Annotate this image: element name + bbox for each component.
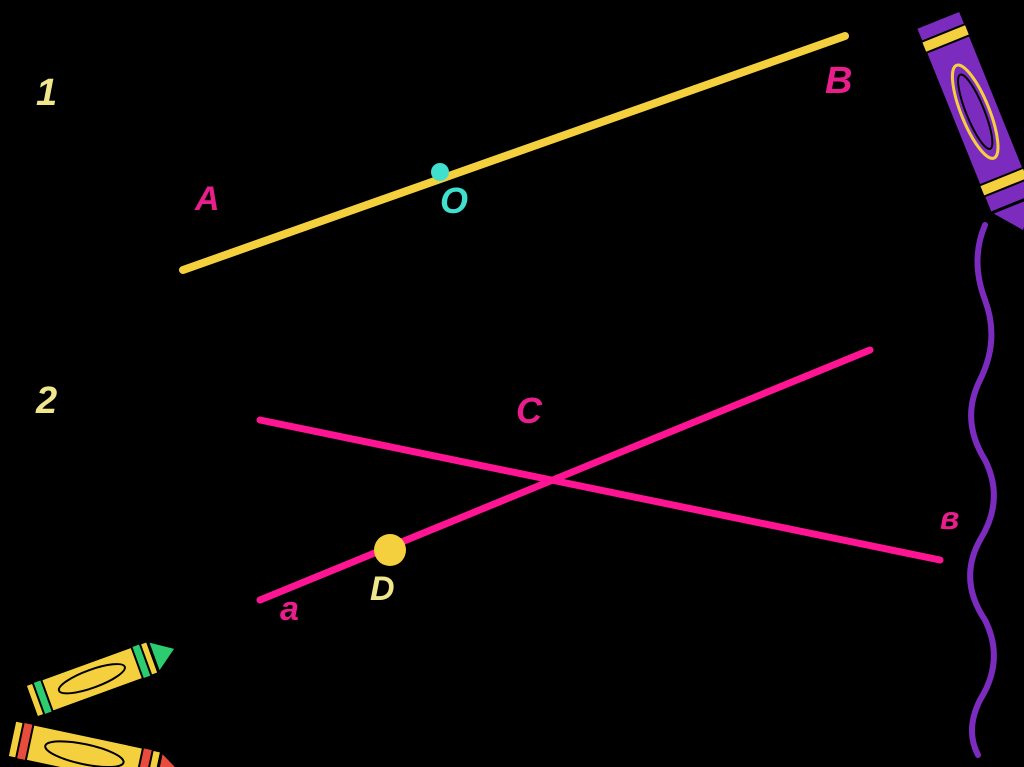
label-a: A bbox=[195, 180, 220, 219]
squiggle-decoration bbox=[970, 225, 994, 755]
label-o: O bbox=[440, 180, 468, 222]
label-b-upper: B bbox=[825, 60, 852, 103]
point-d bbox=[374, 534, 406, 566]
diagram-canvas bbox=[0, 0, 1024, 767]
number-2: 2 bbox=[36, 380, 57, 423]
line-a bbox=[260, 350, 870, 600]
number-1: 1 bbox=[36, 72, 57, 115]
label-c: C bbox=[516, 390, 542, 432]
crayon-top-right bbox=[915, 10, 1024, 241]
line-ab bbox=[183, 36, 845, 270]
crayons-bottom-left bbox=[7, 632, 189, 767]
label-a-lower: a bbox=[280, 590, 299, 629]
point-o bbox=[431, 163, 449, 181]
label-d: D bbox=[370, 570, 395, 609]
line-b bbox=[260, 420, 940, 560]
label-b-lower: в bbox=[940, 500, 959, 537]
